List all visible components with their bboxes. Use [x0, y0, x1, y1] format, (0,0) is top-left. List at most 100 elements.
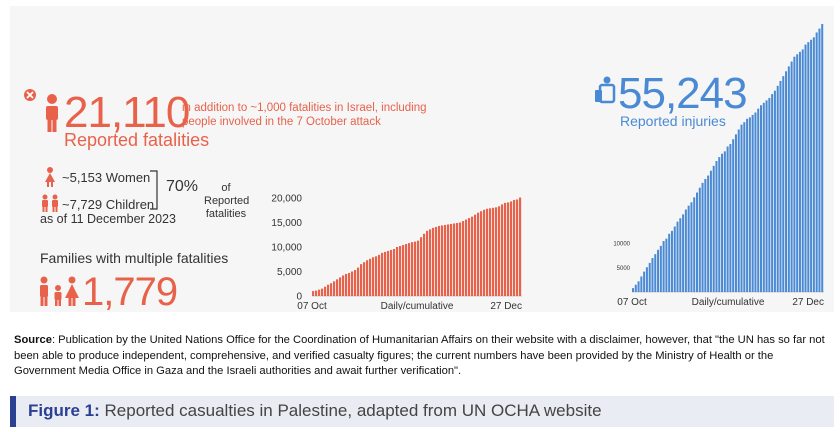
bar [453, 223, 456, 296]
bar [312, 291, 315, 296]
bar [798, 51, 801, 292]
bar [740, 124, 743, 293]
bar [682, 214, 685, 292]
bar [447, 224, 450, 296]
x-axis-title: Daily/cumulative [381, 301, 454, 310]
y-tick-label: 20,000 [271, 194, 302, 205]
bar [492, 207, 495, 296]
bar [459, 222, 462, 296]
bar [771, 94, 774, 292]
bar [765, 100, 768, 293]
bar [333, 281, 336, 296]
injuries-chart: 5000 10000 07 Oct 27 Dec Daily/cumulative [613, 24, 824, 308]
x-tick-label-start: 07 Oct [297, 301, 327, 310]
bar [768, 97, 771, 292]
bar [690, 202, 693, 292]
bar [327, 284, 330, 296]
bar [698, 187, 701, 292]
bar [637, 281, 640, 292]
bar [785, 71, 788, 293]
bar [363, 262, 366, 296]
families-heading: Families with multiple fatalities [40, 250, 229, 266]
caption-text: Reported casualties in Palestine, adapte… [99, 401, 602, 420]
bar [417, 240, 420, 296]
bar [651, 258, 654, 292]
bar [444, 224, 447, 296]
bar [519, 197, 522, 296]
x-tick-label-end: 27 Dec [490, 301, 522, 310]
bar [812, 37, 815, 292]
fatalities-note: in addition to ~1,000 fatalities in Isra… [182, 101, 427, 129]
bar [468, 218, 471, 296]
bar [654, 254, 657, 292]
bar [776, 85, 779, 292]
bar [640, 276, 643, 292]
bar [516, 199, 519, 296]
bar [807, 42, 810, 293]
bar [782, 76, 785, 292]
percent-note-line2: fatalities [205, 208, 247, 220]
bar [684, 209, 687, 292]
bar [718, 157, 721, 292]
bar [662, 241, 665, 292]
bar [676, 221, 679, 292]
x-axis-title: Daily/cumulative [692, 297, 765, 308]
bar [351, 271, 354, 296]
bar [821, 24, 824, 292]
percent-note: of Reported fatalities [204, 182, 249, 221]
x-tick-label-end: 27 Dec [792, 297, 824, 308]
bar [432, 227, 435, 296]
bar [793, 56, 796, 292]
bar [465, 219, 468, 296]
bar [357, 267, 360, 296]
y-tick-label: 0 [296, 292, 302, 303]
source-text: : Publication by the United Nations Offi… [14, 334, 825, 377]
bar [804, 44, 807, 292]
bar [486, 208, 489, 296]
bar [773, 90, 776, 292]
bar [790, 61, 793, 292]
bar [438, 225, 441, 296]
bar [474, 214, 477, 296]
bar [645, 267, 648, 292]
bar [687, 205, 690, 292]
caption-line: Figure 1: Reported casualties in Palesti… [28, 401, 602, 421]
fatalities-label: Reported fatalities [64, 130, 210, 150]
bar [408, 243, 411, 296]
bar [754, 112, 757, 293]
bar [729, 144, 732, 292]
bar [342, 275, 345, 296]
as-of-date: as of 11 December 2023 [40, 212, 176, 226]
bar [387, 250, 390, 296]
bar [411, 242, 414, 296]
bar [657, 249, 660, 292]
bar [435, 226, 438, 296]
fatalities-number: 21,110 [64, 88, 190, 137]
bar [796, 54, 799, 293]
bar [405, 244, 408, 296]
source-label: Source [14, 334, 52, 346]
bar [324, 286, 327, 296]
bar [450, 223, 453, 296]
bar [498, 206, 501, 296]
bar [348, 272, 351, 296]
bar [495, 207, 498, 296]
bar [375, 256, 378, 296]
bar [429, 229, 432, 296]
bar [321, 288, 324, 296]
bar [696, 192, 699, 292]
bar [456, 222, 459, 296]
bar [510, 201, 513, 296]
bar [810, 39, 813, 292]
bar [360, 264, 363, 296]
bar [818, 28, 821, 293]
bar [746, 118, 749, 292]
bar [384, 251, 387, 296]
caption-label: Figure 1: [28, 401, 100, 420]
bar [648, 262, 651, 292]
woman-icon [45, 167, 55, 187]
bar [659, 245, 662, 292]
injured-person-icon [595, 76, 616, 104]
bar [504, 202, 507, 296]
bar [670, 230, 673, 292]
